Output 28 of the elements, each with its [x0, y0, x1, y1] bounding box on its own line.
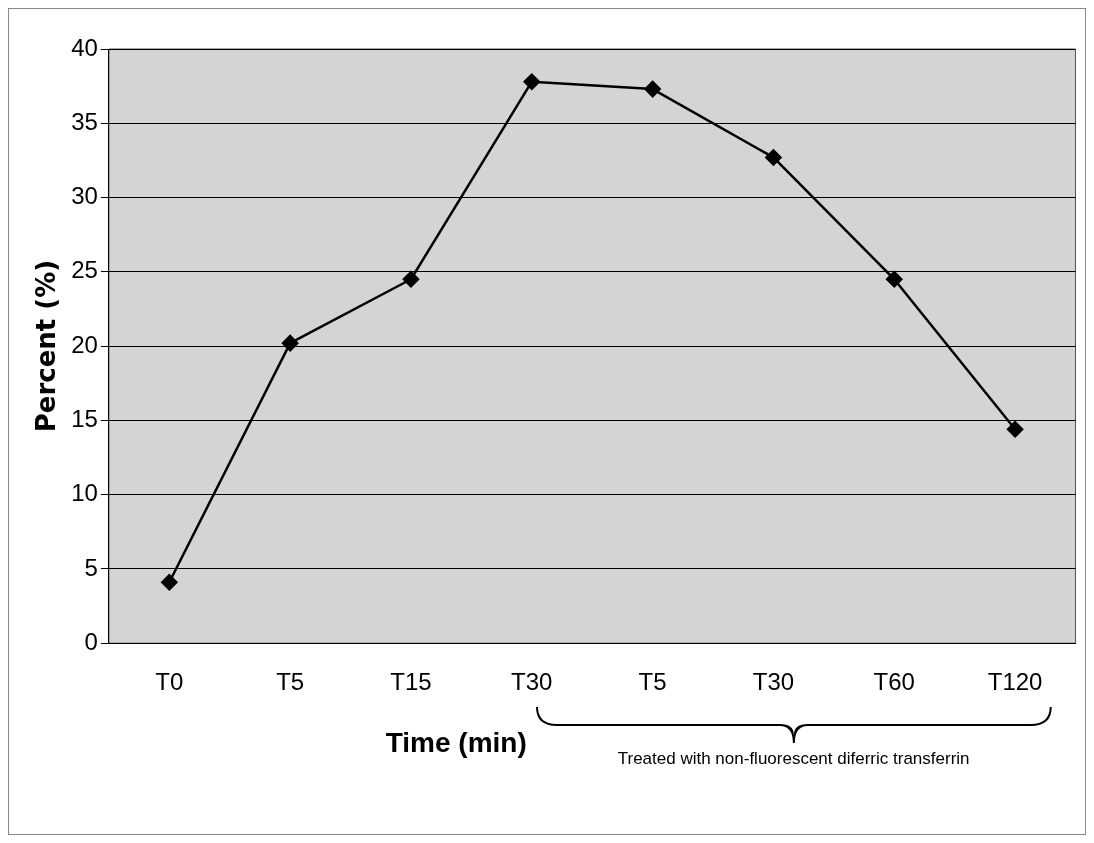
y-tick-label: 25 [71, 256, 98, 284]
x-tick-label: T5 [276, 668, 305, 696]
point [281, 334, 299, 352]
point [1006, 421, 1024, 438]
y-tick-label: 5 [84, 553, 98, 581]
point [402, 271, 420, 288]
point [886, 271, 903, 288]
y-tick-label: 35 [71, 107, 98, 135]
x-tick-label: T0 [155, 668, 184, 696]
y-tick-label: 0 [84, 627, 98, 655]
x-tick-label: T30 [752, 668, 795, 696]
y-tick-label: 10 [71, 479, 98, 507]
x-tick-label: T15 [390, 668, 432, 696]
x-tick-label: T120 [987, 668, 1043, 696]
y-tick-label: 20 [71, 330, 98, 358]
y-tick-label: 30 [71, 182, 98, 210]
text: Treated with non-fluorescent diferric transferrin [616, 749, 971, 770]
point [161, 574, 178, 591]
y-axis-title: Percent (%) [31, 259, 62, 433]
point [523, 73, 541, 90]
x-tick-label: T30 [511, 668, 553, 696]
point [765, 149, 782, 166]
x-axis-title: Time (min) [385, 727, 527, 760]
y-tick-label: 40 [71, 33, 98, 61]
x-tick-label: T5 [638, 668, 667, 696]
point [644, 80, 661, 98]
x-tick-label: T60 [873, 668, 915, 696]
y-tick-label: 15 [71, 405, 98, 432]
